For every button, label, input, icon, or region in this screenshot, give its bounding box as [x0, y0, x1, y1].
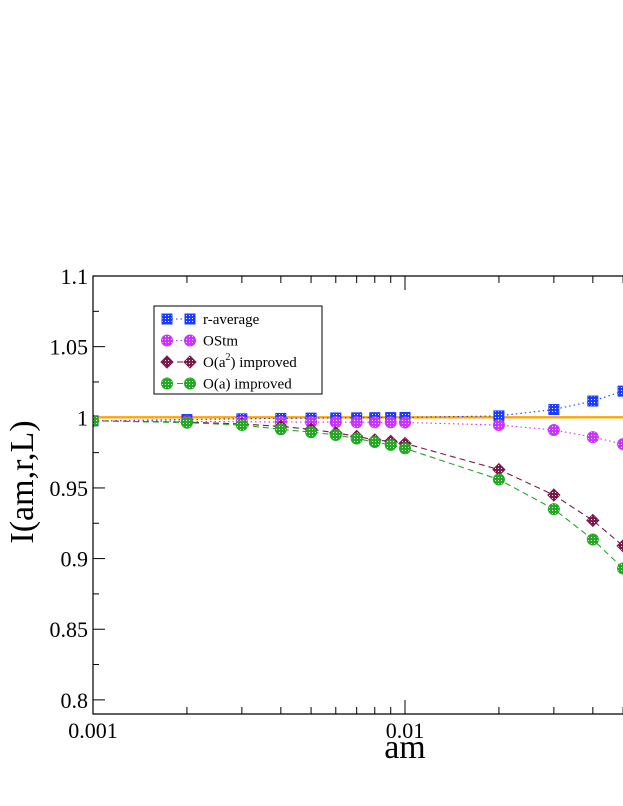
legend-box	[153, 305, 323, 395]
series-line	[93, 420, 623, 569]
data-point	[492, 419, 505, 432]
x-tick-label: 0.001	[68, 718, 118, 743]
tick-labels: 0.8 0.85 0.9 0.95 1 1.05 1.1 0.001 0.01	[50, 264, 425, 743]
legend-item-3: O(a2) improved	[160, 352, 297, 371]
series-layer	[93, 385, 623, 575]
data-point	[547, 424, 560, 437]
data-point	[384, 416, 397, 429]
series-4	[93, 414, 623, 575]
data-point	[329, 416, 342, 429]
data-point	[274, 423, 287, 436]
data-point	[350, 432, 363, 445]
series-line	[93, 420, 623, 547]
legend-label: OStm	[203, 334, 238, 350]
data-point	[617, 385, 623, 397]
data-point	[399, 442, 411, 455]
data-point	[368, 436, 381, 449]
y-tick-label: 1	[77, 405, 88, 430]
data-point	[350, 416, 363, 429]
data-point	[329, 428, 342, 441]
series-2	[93, 414, 623, 451]
data-point	[548, 404, 560, 416]
data-point	[305, 426, 318, 439]
legend: r-average OStm O(a2) improved O(a) improved	[153, 305, 323, 395]
data-point	[586, 431, 599, 444]
x-tick-label: 0.01	[386, 718, 425, 743]
data-point	[235, 419, 248, 432]
legend-marker	[160, 355, 174, 369]
data-point	[587, 395, 599, 407]
data-point	[617, 438, 623, 451]
x-axis-title: am	[384, 729, 426, 766]
legend-item-1: r-average	[161, 312, 260, 328]
data-point	[586, 513, 600, 528]
data-point	[399, 416, 411, 429]
data-point	[616, 539, 623, 553]
legend-marker	[161, 377, 173, 390]
legend-label: r-average	[203, 312, 260, 328]
y-tick-label: 0.8	[61, 688, 89, 713]
y-tick-label: 1.1	[61, 264, 89, 289]
y-axis-title: I(am,r,L)	[4, 420, 41, 543]
data-point	[547, 488, 561, 502]
plot-frame	[92, 275, 623, 715]
legend-marker	[184, 313, 196, 325]
legend-label: O(a2) improved	[203, 352, 297, 371]
legend-item-4: O(a) improved	[161, 377, 292, 393]
data-point	[368, 416, 381, 429]
legend-marker	[184, 334, 196, 347]
y-tick-label: 1.05	[50, 335, 89, 360]
data-point	[384, 438, 397, 451]
legend-marker	[183, 355, 197, 369]
legend-marker	[161, 334, 173, 347]
data-point	[93, 414, 99, 427]
legend-label: O(a) improved	[203, 377, 292, 393]
data-point	[180, 416, 193, 429]
data-point	[547, 503, 560, 516]
data-point	[492, 473, 505, 486]
legend-marker	[184, 377, 196, 390]
y-tick-label: 0.85	[50, 617, 89, 642]
y-tick-label: 0.95	[50, 476, 89, 501]
legend-marker	[161, 313, 173, 325]
data-point	[586, 533, 599, 546]
data-point	[617, 562, 623, 575]
y-tick-label: 0.9	[61, 547, 89, 572]
legend-item-2: OStm	[161, 334, 238, 350]
